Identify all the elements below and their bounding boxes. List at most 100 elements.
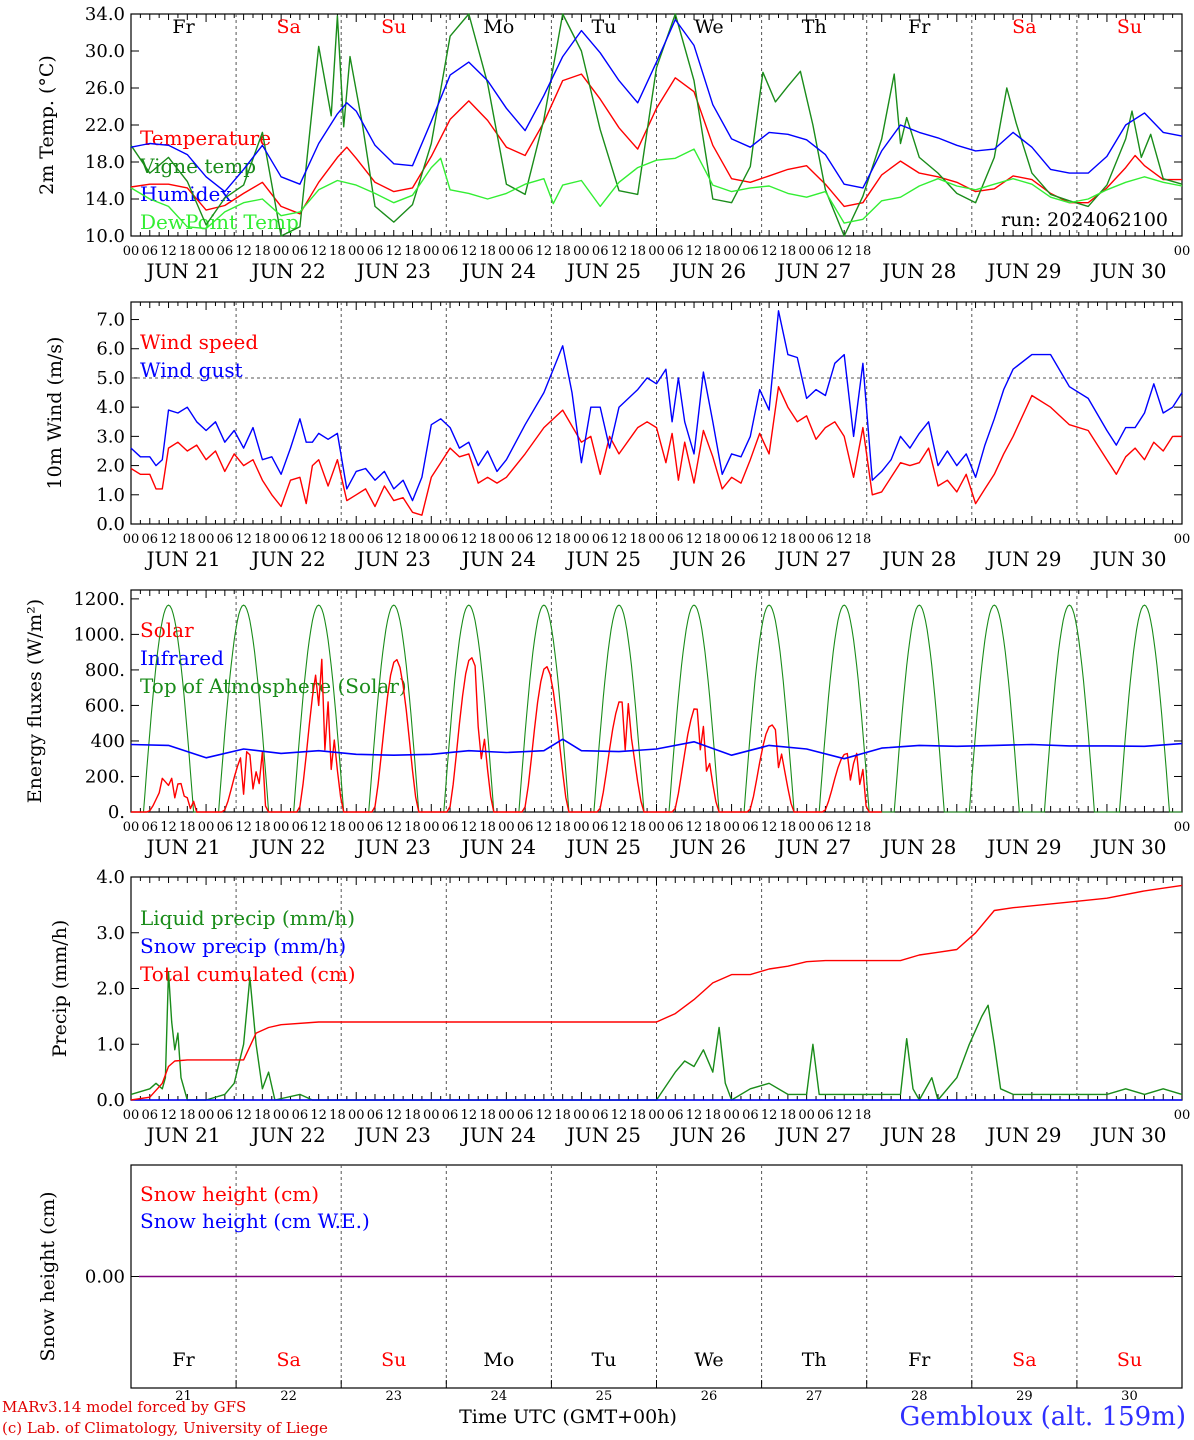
panel1-date-label: JUN 22 bbox=[250, 259, 326, 283]
panel2-hour-tick-label: 06 bbox=[217, 532, 234, 547]
panel4-y-tick-label: 1.0 bbox=[96, 1034, 125, 1055]
panel4-date-label: JUN 21 bbox=[144, 1123, 220, 1147]
panel4-hour-tick-label: 06 bbox=[217, 1108, 234, 1123]
panel2-hour-tick-label: 18 bbox=[254, 532, 271, 547]
panel3-hour-tick-label: 00 bbox=[573, 820, 590, 835]
panel3-hour-tick-label: 00 bbox=[723, 820, 740, 835]
panel1-date-label: JUN 24 bbox=[460, 259, 536, 283]
panel1-hour-tick-label: 00 bbox=[648, 244, 665, 259]
bottom-day-name: Fr bbox=[172, 1349, 195, 1371]
panel1-legend-entry: Temperature bbox=[140, 126, 271, 150]
panel3-hour-tick-label: 12 bbox=[686, 820, 703, 835]
panel2-hour-tick-label: 18 bbox=[705, 532, 722, 547]
panel4-hour-tick-label: 18 bbox=[780, 1108, 797, 1123]
panel1-temperatureline bbox=[130, 73, 1182, 215]
bottom-day-number: 27 bbox=[806, 1389, 823, 1404]
top-day-name: We bbox=[694, 16, 723, 38]
panel4-hour-tick-label: 06 bbox=[292, 1108, 309, 1123]
panel2-date-label: JUN 28 bbox=[880, 547, 956, 571]
bottom-day-name: Mo bbox=[483, 1349, 514, 1371]
panel2-y-tick-label: 6.0 bbox=[96, 339, 125, 360]
panel3-hour-tick-label: 18 bbox=[479, 820, 496, 835]
panel4-y-axis-label: Precip (mm/h) bbox=[49, 920, 71, 1058]
panel2-hour-tick-label: 12 bbox=[836, 532, 853, 547]
panel2-date-label: JUN 22 bbox=[250, 547, 326, 571]
panel1-hour-tick-label: 06 bbox=[141, 244, 158, 259]
top-day-name: Fr bbox=[172, 16, 195, 38]
panel2-wind-speedline bbox=[130, 386, 1182, 516]
panel2-hour-tick-label: 00 bbox=[798, 532, 815, 547]
panel1-hour-tick-label: 12 bbox=[461, 244, 478, 259]
bottom-day-name: Sa bbox=[1012, 1349, 1036, 1371]
bottom-day-number: 28 bbox=[911, 1389, 928, 1404]
panel3-date-label: JUN 22 bbox=[250, 835, 326, 859]
panel4-date-label: JUN 29 bbox=[985, 1123, 1061, 1147]
panel2-hour-tick-label: 12 bbox=[611, 532, 628, 547]
toa-solar-line bbox=[131, 604, 1182, 813]
panel3-hour-tick-label: 18 bbox=[554, 820, 571, 835]
panel2-date-label: JUN 30 bbox=[1090, 547, 1166, 571]
panel4-hour-tick-label: 06 bbox=[667, 1108, 684, 1123]
panel3-hour-tick-label: 00 bbox=[198, 820, 215, 835]
bottom-day-number: 29 bbox=[1016, 1389, 1033, 1404]
panel4-hour-tick-label: 18 bbox=[554, 1108, 571, 1123]
panel2-hour-tick-label: 18 bbox=[855, 532, 872, 547]
panel1-hour-tick-label: 12 bbox=[160, 244, 177, 259]
panel2-y-tick-label: 0.0 bbox=[96, 514, 125, 535]
top-day-name: Fr bbox=[908, 16, 931, 38]
panel1-hour-tick-label: 06 bbox=[592, 244, 609, 259]
panel2-y-tick-label: 3.0 bbox=[96, 426, 125, 447]
panel1-hour-tick-label: 06 bbox=[367, 244, 384, 259]
panel3-hour-tick-label: 06 bbox=[442, 820, 459, 835]
panel4-hour-tick-label: 12 bbox=[461, 1108, 478, 1123]
panel3-date-label: JUN 24 bbox=[460, 835, 536, 859]
panel1-hour-tick-label: 06 bbox=[817, 244, 834, 259]
panel4-hour-tick-label: 12 bbox=[310, 1108, 327, 1123]
panel3-hour-tick-label: 18 bbox=[780, 820, 797, 835]
panel1-y-tick-label: 26.0 bbox=[85, 78, 125, 99]
panel1-date-label: JUN 26 bbox=[670, 259, 746, 283]
panel3-y-tick-label: 1200. bbox=[73, 589, 125, 610]
bottom-day-number: 26 bbox=[701, 1389, 718, 1404]
panel4-hour-tick-label: 18 bbox=[479, 1108, 496, 1123]
panel2-y-tick-label: 7.0 bbox=[96, 310, 125, 331]
panel1-hour-tick-label: 18 bbox=[855, 244, 872, 259]
panel1-hour-tick-label: 00 bbox=[573, 244, 590, 259]
panel3-y-tick-label: 600. bbox=[85, 695, 125, 716]
panel4-y-tick-label: 4.0 bbox=[96, 867, 125, 888]
panel4-date-label: JUN 23 bbox=[355, 1123, 431, 1147]
panel1-humidexline bbox=[130, 18, 1183, 193]
panel3-hour-tick-label: 00 bbox=[498, 820, 515, 835]
panel3-hour-tick-label: 06 bbox=[217, 820, 234, 835]
panel1-hour-tick-label: 06 bbox=[292, 244, 309, 259]
panel4-hour-tick-label: 12 bbox=[836, 1108, 853, 1123]
x-axis-title: Time UTC (GMT+00h) bbox=[459, 1406, 677, 1428]
solar-radiation-line bbox=[131, 657, 882, 813]
panel1-hour-tick-label: 18 bbox=[329, 244, 346, 259]
panel5-legend-entry: Snow height (cm) bbox=[140, 1182, 319, 1206]
top-day-name: Sa bbox=[276, 16, 300, 38]
panel2-hour-tick-label: 18 bbox=[329, 532, 346, 547]
panel4-date-label: JUN 26 bbox=[670, 1123, 746, 1147]
panel3-hour-tick-label: 12 bbox=[235, 820, 252, 835]
panel2-hour-tick-label: 18 bbox=[404, 532, 421, 547]
panel3-hour-tick-label: 18 bbox=[705, 820, 722, 835]
panel2-hour-tick-label: 18 bbox=[629, 532, 646, 547]
panel4-liquid-precip-mm-h-line bbox=[130, 971, 1183, 1101]
panel3-legend-entry: Solar bbox=[140, 618, 194, 642]
panel2-hour-tick-label: 00 bbox=[273, 532, 290, 547]
panel1-date-label: JUN 25 bbox=[565, 259, 641, 283]
panel2-legend-entry: Wind speed bbox=[140, 330, 258, 354]
bottom-day-name: Sa bbox=[276, 1349, 300, 1371]
panel3-hour-tick-label: 00 bbox=[1174, 820, 1191, 835]
panel2-y-tick-label: 2.0 bbox=[96, 456, 125, 477]
panel1-hour-tick-label: 18 bbox=[705, 244, 722, 259]
panel3-date-label: JUN 29 bbox=[985, 835, 1061, 859]
panel2-hour-tick-label: 00 bbox=[498, 532, 515, 547]
top-day-name: Th bbox=[802, 16, 827, 38]
panel1-hour-tick-label: 12 bbox=[686, 244, 703, 259]
panel3-hour-tick-label: 06 bbox=[817, 820, 834, 835]
panel2-hour-tick-label: 12 bbox=[160, 532, 177, 547]
bottom-day-number: 22 bbox=[280, 1389, 297, 1404]
